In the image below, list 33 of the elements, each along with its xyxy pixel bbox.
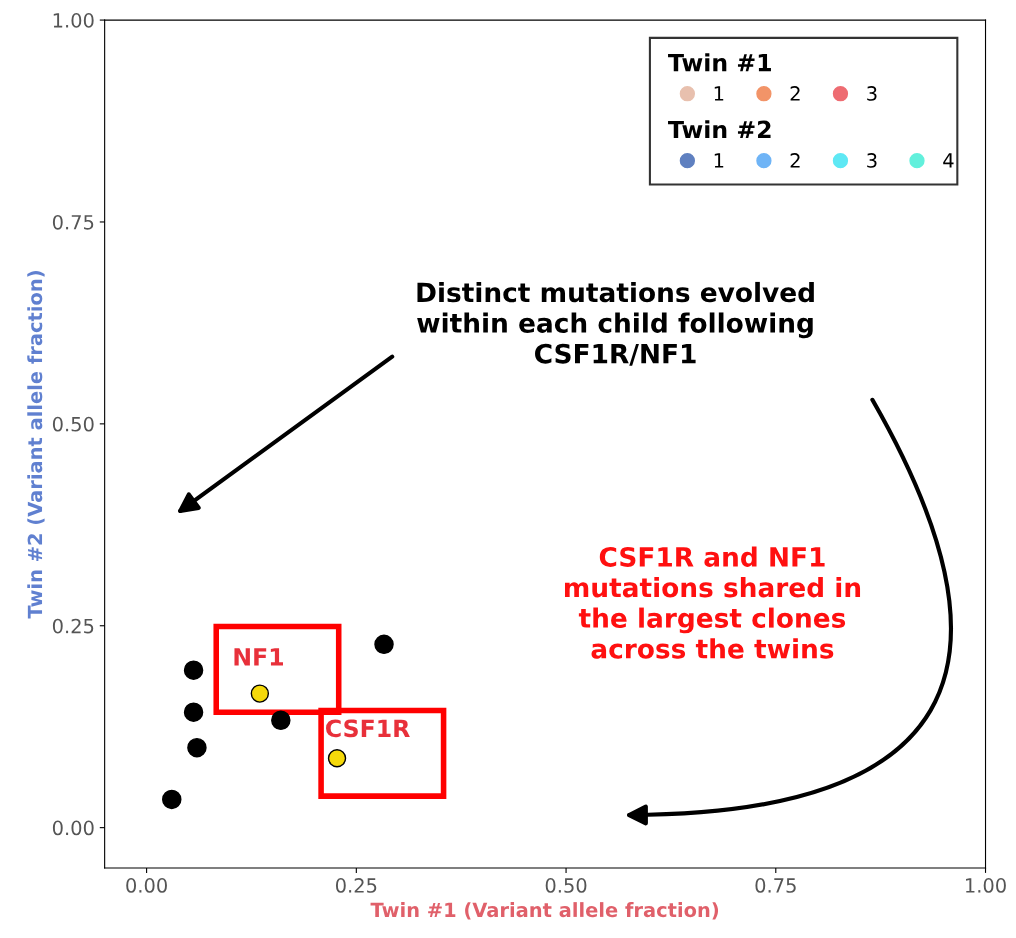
point [187, 737, 207, 758]
legend-label: 2 [790, 86, 800, 101]
point [162, 789, 182, 810]
annotation: CSF1R [326, 719, 410, 738]
annotation: Twin #2 [668, 120, 771, 139]
y-tick-label: 0.25 [52, 618, 94, 634]
x-axis-title: Twin #1 (Variant allele fraction) [370, 902, 719, 920]
x-tick-label: 1.00 [966, 878, 1006, 893]
y-tick-label: 0.50 [52, 416, 94, 432]
legend-label: 3 [867, 153, 877, 168]
y-tick-label: 1.00 [53, 13, 94, 28]
legend-label: 4 [943, 153, 954, 168]
point [327, 748, 347, 768]
y-tick-label: 0.00 [52, 820, 94, 836]
x-tick-label: 0.25 [335, 878, 377, 893]
legend-label: 2 [790, 153, 800, 168]
point [183, 702, 204, 722]
annotation: CSF1R and NF1 mutations shared in the largest clones across the twins [564, 546, 861, 659]
annotation: Twin #1 [668, 53, 771, 72]
point [250, 684, 270, 703]
legend-label: 1 [714, 86, 724, 101]
x-tick-label: 0.75 [755, 878, 796, 893]
legend-label: 3 [867, 86, 877, 101]
x-tick-label: 0.50 [545, 878, 587, 893]
annotation: NF1 [234, 648, 283, 666]
point [374, 634, 394, 655]
annotation: Distinct mutations evolved within each child following CSF1R/NF1 [417, 281, 814, 366]
y-axis-title: Twin #2 (Variant allele fraction) [27, 271, 45, 619]
y-tick-label: 0.75 [52, 214, 94, 230]
point [183, 660, 204, 680]
legend-label: 1 [714, 153, 724, 168]
x-tick-label: 0.00 [126, 878, 167, 893]
point [271, 710, 291, 730]
